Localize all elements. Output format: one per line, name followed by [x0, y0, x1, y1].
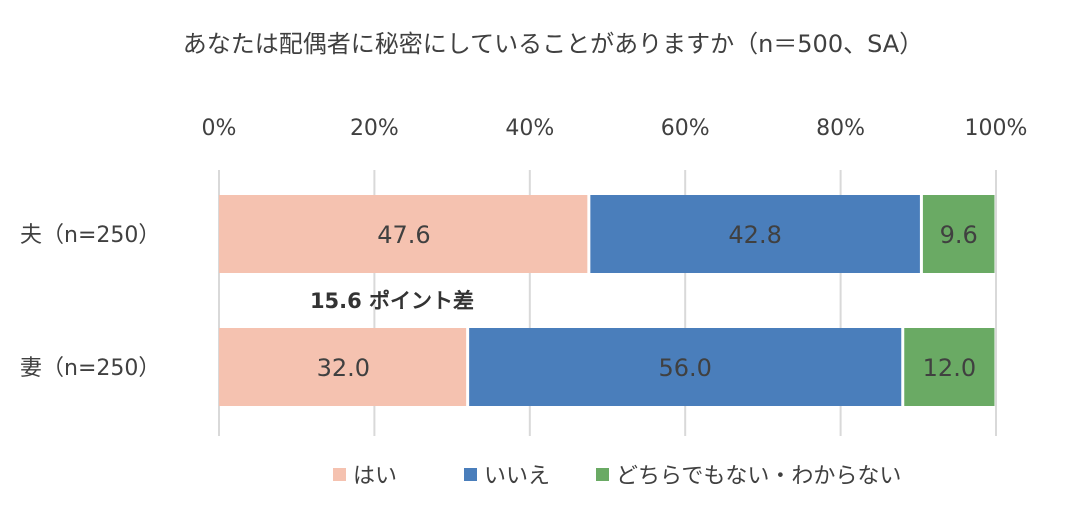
legend-swatch: [464, 468, 477, 481]
bar-segment: [219, 328, 467, 406]
difference-annotation: 15.6 ポイント差: [310, 289, 474, 313]
bar-segment: [904, 328, 995, 406]
bar-segment: [590, 195, 920, 273]
data-label: 56.0: [658, 354, 711, 382]
legend-label: いいえ: [484, 464, 550, 489]
x-tick-label: 0%: [202, 116, 237, 141]
data-label: 9.6: [940, 221, 978, 249]
legend-label: はい: [353, 464, 397, 489]
bar-segment: [469, 328, 902, 406]
chart-title: あなたは配偶者に秘密にしていることがありますか（n＝500、SA）: [183, 30, 923, 58]
data-label: 47.6: [377, 221, 430, 249]
legend-swatch: [333, 468, 346, 481]
bar-segment: [922, 195, 995, 273]
bar-segment: [219, 195, 588, 273]
legend-swatch: [596, 468, 609, 481]
x-tick-label: 60%: [661, 116, 710, 141]
category-label: 夫（n=250）: [20, 223, 160, 248]
data-label: 12.0: [923, 354, 976, 382]
x-tick-label: 100%: [965, 116, 1028, 141]
data-label: 42.8: [728, 221, 781, 249]
x-tick-label: 40%: [505, 116, 554, 141]
x-tick-label: 80%: [816, 116, 865, 141]
data-label: 32.0: [317, 354, 370, 382]
x-tick-label: 20%: [350, 116, 399, 141]
category-label: 妻（n=250）: [20, 356, 160, 381]
legend-label: どちらでもない・わからない: [616, 464, 901, 489]
